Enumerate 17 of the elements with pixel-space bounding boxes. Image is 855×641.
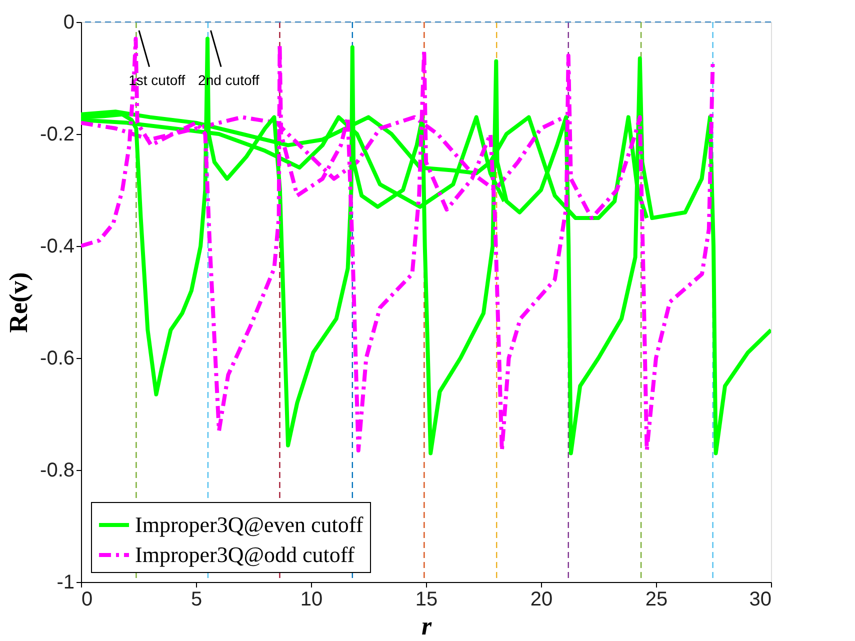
legend-label: Improper3Q@odd cutoff [135, 542, 356, 567]
legend-label: Improper3Q@even cutoff [135, 512, 364, 537]
x-tick-label: 30 [749, 588, 772, 610]
y-tick-label: -0.4 [40, 236, 74, 258]
y-tick-label: -0.6 [40, 348, 74, 370]
x-tick-label: 0 [82, 588, 93, 610]
x-tick-label: 15 [415, 588, 438, 610]
y-axis-title: Re(v) [4, 272, 34, 333]
y-tick-label: -0.8 [40, 460, 74, 482]
x-tick-label: 10 [300, 588, 323, 610]
y-tick-label: -0.2 [40, 124, 74, 146]
x-tick-label: 25 [645, 588, 668, 610]
x-axis-title: r [421, 612, 432, 640]
y-tick-label: -1 [56, 572, 74, 594]
x-tick-label: 5 [190, 588, 202, 610]
x-tick-label: 20 [530, 588, 553, 610]
y-tick-label: 0 [63, 12, 74, 34]
